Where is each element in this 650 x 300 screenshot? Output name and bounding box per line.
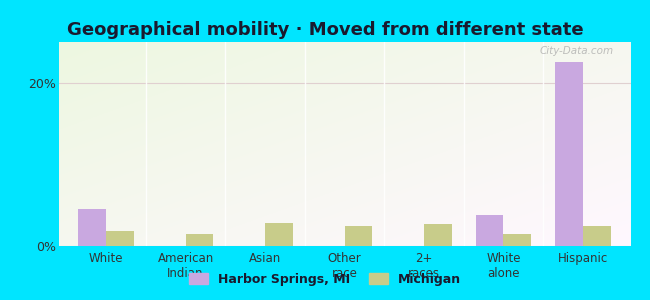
Bar: [583, 226, 610, 246]
Bar: [503, 234, 531, 246]
Bar: [344, 226, 372, 246]
Bar: [424, 224, 452, 246]
Bar: [79, 209, 106, 246]
Bar: [265, 223, 293, 246]
Bar: [106, 231, 134, 246]
Legend: Harbor Springs, MI, Michigan: Harbor Springs, MI, Michigan: [184, 268, 466, 291]
Text: Geographical mobility · Moved from different state: Geographical mobility · Moved from diffe…: [67, 21, 583, 39]
Text: City-Data.com: City-Data.com: [540, 46, 614, 56]
Bar: [555, 62, 583, 246]
Bar: [476, 215, 503, 246]
Bar: [186, 234, 213, 246]
